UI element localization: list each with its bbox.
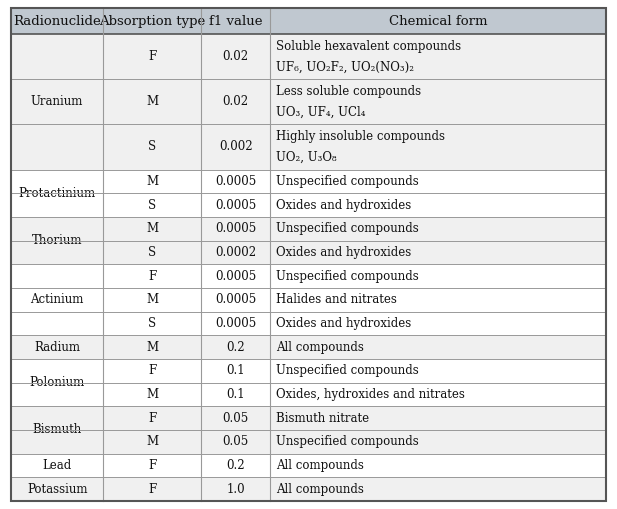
Text: Radionuclide: Radionuclide xyxy=(13,14,101,27)
Text: f1 value: f1 value xyxy=(209,14,262,27)
Bar xyxy=(11,288,606,312)
Text: S: S xyxy=(148,317,156,330)
Bar xyxy=(11,169,606,193)
Text: UO₂, U₃O₈: UO₂, U₃O₈ xyxy=(276,151,336,164)
Text: 0.002: 0.002 xyxy=(219,140,252,154)
Text: 0.0005: 0.0005 xyxy=(215,175,256,188)
Text: S: S xyxy=(148,199,156,212)
Text: Oxides and hydroxides: Oxides and hydroxides xyxy=(276,246,411,259)
Text: 0.05: 0.05 xyxy=(223,435,249,448)
Text: Unspecified compounds: Unspecified compounds xyxy=(276,270,418,282)
Bar xyxy=(11,34,606,79)
Text: All compounds: All compounds xyxy=(276,459,363,472)
Text: 1.0: 1.0 xyxy=(226,483,245,496)
Text: 0.0005: 0.0005 xyxy=(215,317,256,330)
Text: M: M xyxy=(146,175,159,188)
Text: Uranium: Uranium xyxy=(31,95,83,108)
Text: Potassium: Potassium xyxy=(27,483,88,496)
Text: 0.02: 0.02 xyxy=(223,50,249,63)
Text: 0.05: 0.05 xyxy=(223,412,249,425)
Bar xyxy=(11,430,606,454)
Text: UO₃, UF₄, UCl₄: UO₃, UF₄, UCl₄ xyxy=(276,106,365,119)
Text: Bismuth: Bismuth xyxy=(33,423,81,437)
Text: Thorium: Thorium xyxy=(32,234,82,247)
Text: Actinium: Actinium xyxy=(30,293,84,306)
Text: Protactinium: Protactinium xyxy=(19,187,96,200)
Text: Oxides and hydroxides: Oxides and hydroxides xyxy=(276,199,411,212)
Text: M: M xyxy=(146,435,159,448)
Text: 0.0005: 0.0005 xyxy=(215,270,256,282)
Bar xyxy=(11,312,606,335)
Text: Bismuth nitrate: Bismuth nitrate xyxy=(276,412,369,425)
Text: 0.0002: 0.0002 xyxy=(215,246,256,259)
Text: M: M xyxy=(146,341,159,354)
Text: Unspecified compounds: Unspecified compounds xyxy=(276,175,418,188)
Text: Lead: Lead xyxy=(43,459,72,472)
Text: F: F xyxy=(148,459,157,472)
Text: F: F xyxy=(148,270,157,282)
Text: Radium: Radium xyxy=(34,341,80,354)
Text: Unspecified compounds: Unspecified compounds xyxy=(276,222,418,235)
Bar xyxy=(11,193,606,217)
Text: Halides and nitrates: Halides and nitrates xyxy=(276,293,397,306)
Text: All compounds: All compounds xyxy=(276,341,363,354)
Text: F: F xyxy=(148,50,157,63)
Text: 0.1: 0.1 xyxy=(226,364,245,377)
Text: F: F xyxy=(148,412,157,425)
Text: Oxides, hydroxides and nitrates: Oxides, hydroxides and nitrates xyxy=(276,388,465,401)
Text: 0.2: 0.2 xyxy=(226,341,245,354)
Text: M: M xyxy=(146,222,159,235)
Text: 0.0005: 0.0005 xyxy=(215,293,256,306)
Bar xyxy=(11,241,606,264)
Bar xyxy=(11,454,606,477)
Bar xyxy=(11,406,606,430)
Text: Oxides and hydroxides: Oxides and hydroxides xyxy=(276,317,411,330)
Text: Less soluble compounds: Less soluble compounds xyxy=(276,85,421,98)
Bar xyxy=(11,79,606,124)
Bar xyxy=(11,477,606,501)
Bar xyxy=(11,217,606,241)
Text: Absorption type: Absorption type xyxy=(99,14,205,27)
Bar xyxy=(11,383,606,406)
Text: All compounds: All compounds xyxy=(276,483,363,496)
Text: 0.02: 0.02 xyxy=(223,95,249,108)
Text: M: M xyxy=(146,388,159,401)
Text: F: F xyxy=(148,483,157,496)
Text: 0.2: 0.2 xyxy=(226,459,245,472)
Text: Unspecified compounds: Unspecified compounds xyxy=(276,435,418,448)
Text: UF₆, UO₂F₂, UO₂(NO₃)₂: UF₆, UO₂F₂, UO₂(NO₃)₂ xyxy=(276,61,414,73)
Text: 0.0005: 0.0005 xyxy=(215,199,256,212)
Text: S: S xyxy=(148,246,156,259)
Text: 0.0005: 0.0005 xyxy=(215,222,256,235)
Text: S: S xyxy=(148,140,156,154)
Text: F: F xyxy=(148,364,157,377)
Bar xyxy=(11,264,606,288)
Text: Soluble hexavalent compounds: Soluble hexavalent compounds xyxy=(276,40,461,53)
Text: Polonium: Polonium xyxy=(30,376,85,389)
Bar xyxy=(11,335,606,359)
Text: Unspecified compounds: Unspecified compounds xyxy=(276,364,418,377)
Bar xyxy=(11,124,606,169)
Bar xyxy=(11,8,606,34)
Text: Highly insoluble compounds: Highly insoluble compounds xyxy=(276,130,445,143)
Text: M: M xyxy=(146,95,159,108)
Text: Chemical form: Chemical form xyxy=(389,14,487,27)
Bar xyxy=(11,359,606,383)
Text: M: M xyxy=(146,293,159,306)
Text: 0.1: 0.1 xyxy=(226,388,245,401)
